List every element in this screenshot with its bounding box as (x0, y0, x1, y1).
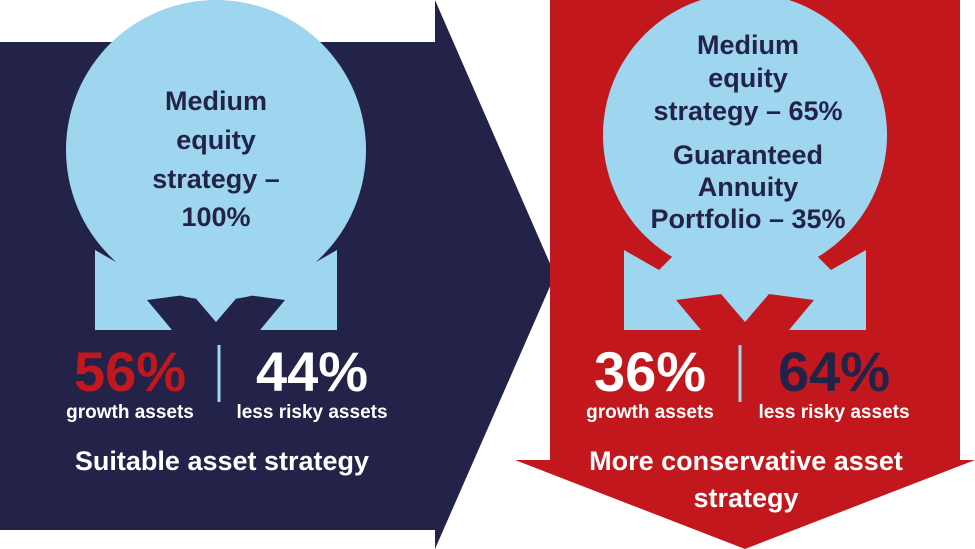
circle-text: Medium (165, 86, 267, 116)
circle-text: equity (176, 125, 256, 155)
circle-text: Medium (697, 30, 799, 60)
circle-text: strategy – (152, 164, 280, 194)
circle-text: 100% (181, 202, 250, 232)
right-bubble (603, 0, 887, 330)
less-risky-percent: 64% (778, 340, 890, 403)
caption: strategy (693, 483, 798, 513)
less-risky-label: less risky assets (758, 402, 909, 423)
caption: More conservative asset (589, 446, 903, 476)
growth-label: growth assets (586, 402, 714, 423)
less-risky-percent: 44% (256, 340, 368, 403)
less-risky-label: less risky assets (236, 402, 387, 423)
circle-text: equity (708, 63, 788, 93)
growth-label: growth assets (66, 402, 194, 423)
growth-percent: 36% (594, 340, 706, 403)
growth-percent: 56% (74, 340, 186, 403)
caption: Suitable asset strategy (75, 446, 369, 476)
circle-text: strategy – 65% (653, 96, 842, 126)
left-bubble (66, 0, 366, 330)
circle-text: Guaranteed (673, 140, 823, 170)
circle-text: Portfolio – 35% (650, 204, 845, 234)
circle-text: Annuity (698, 172, 799, 202)
